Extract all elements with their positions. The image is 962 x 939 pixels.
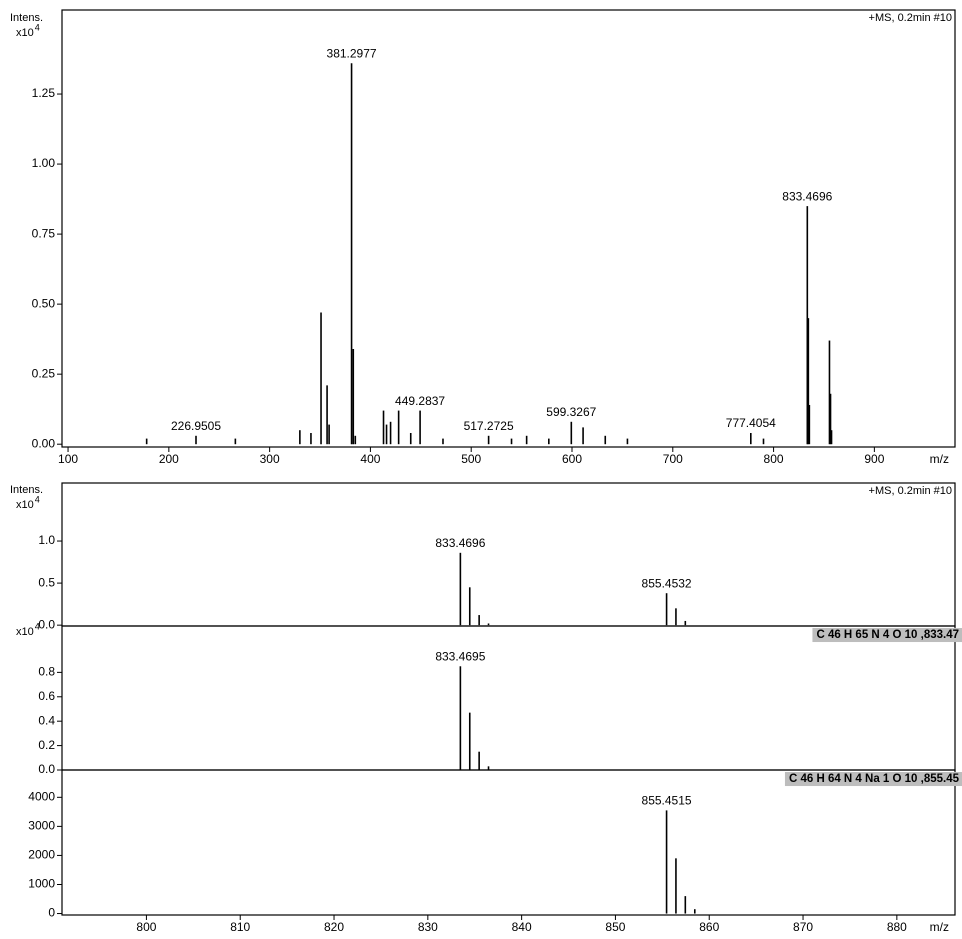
x-tick-label: 840 [512, 920, 532, 934]
y-tick-label: 0.50 [32, 296, 56, 310]
y-tick-label: 0.4 [38, 713, 55, 727]
y-unit-exponent: 4 [35, 22, 40, 32]
x-tick-label: 500 [461, 452, 481, 466]
formula-label: C 46 H 65 N 4 O 10 ,833.47 [816, 629, 959, 641]
x-tick-label: 600 [562, 452, 582, 466]
x-tick-label: 200 [159, 452, 179, 466]
peak-label: 833.4696 [782, 189, 832, 203]
x-axis-label: m/z [930, 920, 949, 934]
y-unit-base: x10 [16, 626, 34, 638]
y-tick-label: 2000 [28, 848, 55, 862]
y-tick-label: 0.00 [32, 436, 56, 450]
y-unit-exponent: 4 [35, 621, 40, 631]
x-tick-label: 800 [764, 452, 784, 466]
y-axis-label: Intens. [10, 484, 43, 496]
x-tick-label: 830 [418, 920, 438, 934]
x-tick-label: 700 [663, 452, 683, 466]
peak-label: 855.4532 [642, 576, 692, 590]
y-tick-label: 0.25 [32, 366, 56, 380]
x-tick-label: 870 [793, 920, 813, 934]
x-tick-label: 810 [230, 920, 250, 934]
y-unit-exponent: 4 [35, 494, 40, 504]
subtitle: +MS, 0.2min #10 [869, 12, 952, 24]
y-tick-label: 0.2 [38, 738, 55, 752]
x-tick-label: 800 [136, 920, 156, 934]
peak-label: 517.2725 [464, 419, 514, 433]
y-tick-label: 3000 [28, 819, 55, 833]
y-tick-label: 1.25 [32, 86, 56, 100]
peak-label: 833.4696 [435, 536, 485, 550]
x-axis-label: m/z [930, 452, 949, 466]
x-tick-label: 300 [260, 452, 280, 466]
y-unit-base: x10 [16, 499, 34, 511]
plot-frame [61, 769, 956, 916]
subtitle: +MS, 0.2min #10 [869, 485, 952, 497]
y-tick-label: 0.5 [38, 575, 55, 589]
peak-label: 777.4054 [726, 416, 776, 430]
y-tick-label: 0.0 [38, 617, 55, 631]
peak-label: 226.9505 [171, 419, 221, 433]
y-tick-label: 0.0 [38, 762, 55, 776]
y-tick-label: 1000 [28, 877, 55, 891]
plot-frame [61, 9, 956, 448]
peak-label: 855.4515 [642, 794, 692, 808]
y-tick-label: 0.8 [38, 665, 55, 679]
peak-label: 833.4695 [435, 649, 485, 663]
y-tick-label: 1.00 [32, 156, 56, 170]
x-tick-label: 850 [605, 920, 625, 934]
plot-frame [61, 482, 956, 627]
y-axis-label: Intens. [10, 12, 43, 24]
y-unit-base: x10 [16, 27, 34, 39]
y-tick-label: 0 [48, 906, 55, 920]
x-tick-label: 820 [324, 920, 344, 934]
peak-label: 381.2977 [327, 46, 377, 60]
formula-box [812, 628, 962, 643]
y-tick-label: 4000 [28, 789, 55, 803]
x-tick-label: 880 [887, 920, 907, 934]
y-tick-label: 1.0 [38, 533, 55, 547]
formula-label: C 46 H 64 N 4 Na 1 O 10 ,855.45 [789, 773, 960, 785]
x-tick-label: 100 [58, 452, 78, 466]
x-tick-label: 860 [699, 920, 719, 934]
x-tick-label: 400 [360, 452, 380, 466]
y-tick-label: 0.6 [38, 689, 55, 703]
x-tick-label: 900 [864, 452, 884, 466]
peak-label: 599.3267 [546, 405, 596, 419]
formula-box [784, 772, 962, 787]
peak-label: 449.2837 [395, 394, 445, 408]
y-tick-label: 0.75 [32, 226, 56, 240]
plot-frame [61, 625, 956, 771]
